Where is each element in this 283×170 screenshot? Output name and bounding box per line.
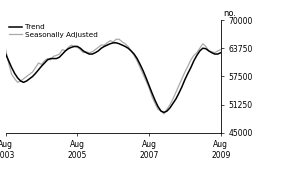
Legend: Trend, Seasonally Adjusted: Trend, Seasonally Adjusted [9,24,98,38]
Text: no.: no. [223,9,236,18]
